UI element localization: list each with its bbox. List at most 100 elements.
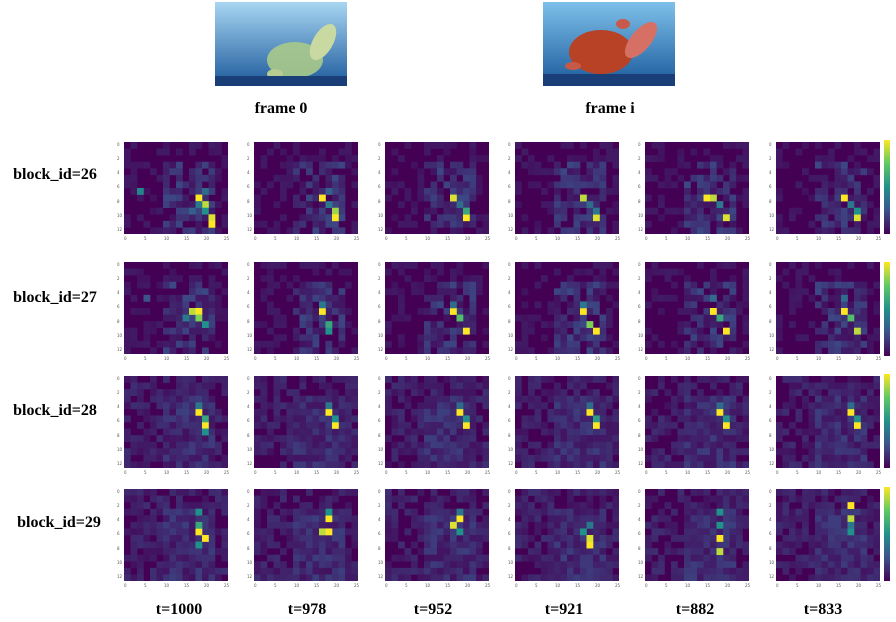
heatmap-cell (789, 561, 796, 569)
heatmap-cell (671, 574, 678, 581)
heatmap-cell (815, 142, 822, 149)
heatmap-cell (723, 376, 730, 383)
y-tick-label: 2 (508, 503, 511, 509)
heatmap-cell (736, 408, 743, 416)
heatmap-cell (515, 201, 522, 209)
heatmap-cell (847, 508, 855, 516)
heatmap-hot-cell (580, 528, 587, 536)
heatmap-cell (182, 194, 190, 202)
heatmap-cell (450, 174, 457, 182)
heatmap-cell (345, 435, 352, 443)
heatmap-cell (567, 567, 574, 575)
heatmap-cell (599, 142, 607, 149)
heatmap-cell (169, 428, 177, 436)
heatmap-cell (286, 415, 294, 423)
heatmap-cell (163, 294, 170, 302)
heatmap-cell (860, 340, 868, 348)
heatmap-cell (554, 548, 561, 556)
heatmap-cell (443, 408, 451, 416)
heatmap-cell (286, 435, 294, 443)
heatmap-cell (176, 402, 183, 410)
heatmap-cell (254, 340, 261, 348)
heatmap-cell (437, 395, 444, 403)
heatmap-cell (143, 435, 151, 443)
heatmap-cell (437, 508, 444, 516)
heatmap-cell (150, 554, 157, 562)
heatmap-cell (716, 541, 724, 549)
heatmap-cell (599, 155, 607, 163)
y-tick-label: 6 (769, 418, 772, 424)
heatmap-cell (450, 268, 457, 276)
heatmap-cell (385, 567, 392, 575)
heatmap-cell (417, 402, 425, 410)
heatmap-panel-r3-c6: 0 2 4 6 8 10 12 0 5 10 15 20 25 (768, 372, 892, 486)
heatmap-cell (312, 535, 320, 542)
heatmap-cell (182, 214, 190, 222)
heatmap-cell (469, 347, 477, 354)
heatmap-cell (293, 389, 300, 397)
heatmap-cell (319, 262, 326, 269)
heatmap-cell (567, 535, 574, 542)
heatmap-cell (560, 174, 568, 182)
heatmap-hot-cell (586, 521, 594, 529)
heatmap-cell (404, 428, 412, 436)
y-tick-label: 4 (638, 170, 641, 176)
heatmap-cell (729, 408, 737, 416)
x-tick-label: 15 (575, 583, 581, 588)
heatmap-cell (651, 288, 659, 296)
y-tick-label: 6 (117, 531, 120, 537)
heatmap-cell (306, 308, 313, 315)
y-tick-label: 10 (508, 559, 514, 565)
heatmap-cell (254, 535, 261, 542)
heatmap-cell (789, 454, 796, 462)
heatmap-cell (437, 548, 444, 556)
heatmap-cell (150, 448, 157, 456)
heatmap-cell (593, 448, 600, 456)
heatmap-cell (456, 454, 464, 462)
heatmap-cell (221, 194, 228, 202)
heatmap-cell (716, 428, 724, 436)
heatmap-cell (612, 554, 619, 562)
heatmap-cell (723, 448, 730, 456)
heatmap-cell (828, 408, 835, 416)
heatmap-cell (176, 168, 183, 176)
heatmap-cell (351, 448, 358, 456)
heatmap-cell (398, 502, 405, 510)
heatmap-cell (124, 161, 131, 169)
heatmap-cell (834, 508, 842, 516)
heatmap-cell (221, 495, 228, 503)
heatmap-cell (221, 389, 228, 397)
heatmap-cell (658, 454, 665, 462)
heatmap-cell (534, 314, 542, 322)
heatmap-cell (312, 402, 320, 410)
heatmap-cell (815, 214, 822, 222)
heatmap-cell (795, 281, 803, 289)
heatmap-cell (254, 376, 261, 383)
heatmap-cell (684, 181, 691, 189)
heatmap-cell (202, 334, 209, 342)
heatmap-cell (860, 548, 868, 556)
heatmap-cell (417, 408, 425, 416)
heatmap-cell (176, 515, 183, 523)
heatmap-cell (424, 376, 431, 383)
heatmap-cell (202, 402, 209, 410)
heatmap-cell (560, 454, 568, 462)
y-tick-label: 0 (769, 376, 772, 381)
heatmap-cell (338, 402, 346, 410)
heatmap-cell (782, 227, 790, 234)
heatmap-cell (599, 448, 607, 456)
heatmap-cells (124, 142, 228, 234)
y-tick-label: 4 (769, 170, 772, 176)
heatmap-cell (254, 321, 261, 329)
heatmap-cell (345, 308, 352, 315)
y-tick-label: 0 (769, 142, 772, 147)
heatmap-cell (703, 201, 711, 209)
heatmap-cell (476, 214, 483, 222)
heatmap-cell (521, 214, 529, 222)
x-tick-label: 25 (876, 470, 882, 475)
heatmap-cell (697, 327, 704, 335)
heatmap-cell (782, 508, 790, 516)
heatmap-hot-cell (841, 194, 848, 202)
heatmap-cell (821, 574, 829, 581)
heatmap-cell (690, 314, 698, 322)
